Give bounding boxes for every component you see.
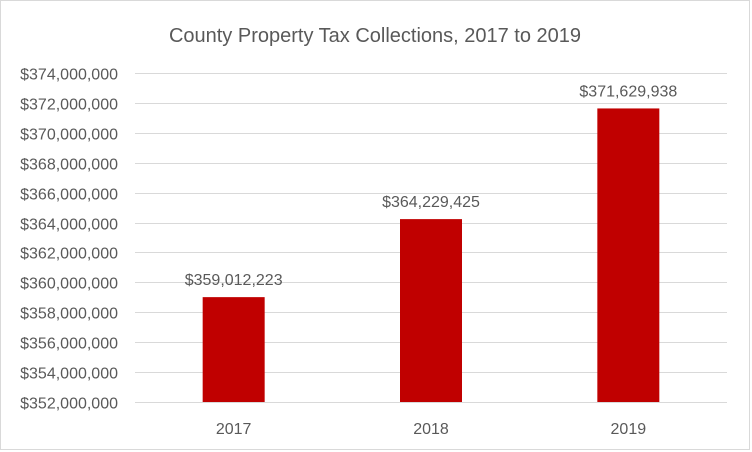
y-tick-label: $368,000,000 [20,157,118,174]
bar-2017 [202,297,265,402]
y-tick-label: $370,000,000 [20,127,118,144]
bar-2018 [400,219,462,402]
y-tick-label: $360,000,000 [20,276,118,293]
y-tick-label: $356,000,000 [20,336,118,353]
bars: $359,012,223 $364,229,425 $371,629,938 [185,83,677,402]
y-tick-label: $374,000,000 [20,67,118,84]
y-axis: $352,000,000 $354,000,000 $356,000,000 $358… [20,67,118,413]
data-label: $359,012,223 [185,272,283,289]
y-tick-label: $364,000,000 [20,217,118,234]
x-tick-label: 2017 [216,421,252,438]
y-tick-label: $362,000,000 [20,246,118,263]
x-tick-label: 2018 [413,421,449,438]
y-tick-label: $354,000,000 [20,366,118,383]
y-tick-label: $352,000,000 [20,396,118,413]
data-label: $364,229,425 [382,194,480,211]
x-tick-label: 2019 [611,421,647,438]
bar-2019 [597,108,660,402]
y-tick-label: $372,000,000 [20,97,118,114]
y-tick-label: $358,000,000 [20,306,118,323]
chart-title: County Property Tax Collections, 2017 to… [169,25,581,47]
y-tick-label: $366,000,000 [20,187,118,204]
x-axis: 2017 2018 2019 [216,421,646,438]
data-label: $371,629,938 [579,83,677,100]
